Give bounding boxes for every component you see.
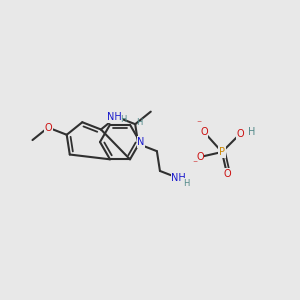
Text: H: H [183, 179, 190, 188]
Text: H: H [248, 127, 256, 137]
Text: NH: NH [171, 173, 186, 183]
Text: NH: NH [107, 112, 122, 122]
Text: H: H [120, 116, 127, 124]
Text: ⁻: ⁻ [196, 119, 202, 129]
Text: N: N [137, 137, 145, 147]
Text: H: H [136, 118, 142, 127]
Text: O: O [200, 127, 208, 137]
Text: O: O [223, 169, 231, 179]
Text: O: O [196, 152, 204, 162]
Text: P: P [219, 147, 225, 157]
Text: O: O [44, 122, 52, 133]
Text: O: O [236, 129, 244, 139]
Text: ⁻: ⁻ [192, 159, 198, 169]
